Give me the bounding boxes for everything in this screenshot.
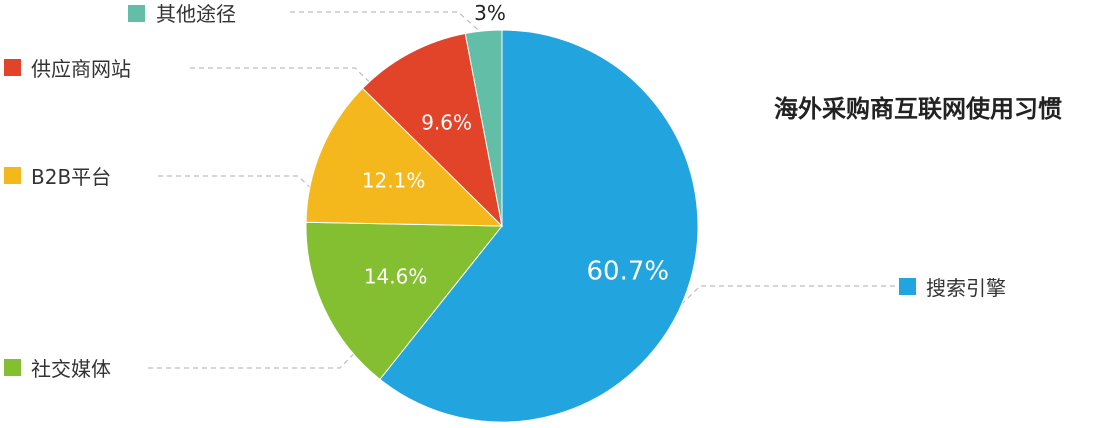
slice-value-labels: 60.7% 14.6% 12.1% 9.6% 3% — [362, 1, 669, 288]
legend-swatch — [4, 359, 21, 376]
pie-slice-5 — [464, 29, 503, 227]
leader-line — [190, 67, 386, 98]
pie-slice-1 — [379, 29, 699, 423]
pie-slice-4 — [361, 32, 503, 228]
slice-value-label: 14.6% — [364, 264, 428, 288]
pie-slice-3 — [305, 87, 504, 227]
legend-label: 搜索引擎 — [926, 276, 1006, 300]
legend-swatch — [899, 278, 916, 295]
slice-value-label: 60.7% — [586, 256, 669, 286]
chart-title: 海外采购商互联网使用习惯 — [774, 95, 1062, 123]
legend-swatch — [4, 59, 21, 76]
legend-label: 其他途径 — [156, 2, 236, 26]
slice-value-label: 9.6% — [421, 110, 472, 134]
leader-line — [158, 175, 332, 208]
pie-slices — [305, 29, 699, 423]
legend-label: 供应商网站 — [31, 57, 131, 81]
legend-swatch — [4, 167, 21, 184]
slice-value-label: 3% — [474, 1, 506, 25]
legend-label: B2B平台 — [31, 165, 111, 189]
leader-line — [148, 332, 375, 369]
slice-value-label: 12.1% — [362, 169, 426, 193]
legend-swatch — [128, 5, 145, 22]
leader-line — [667, 285, 895, 319]
pie-slice-2 — [305, 221, 504, 381]
legend-label: 社交媒体 — [31, 357, 111, 381]
